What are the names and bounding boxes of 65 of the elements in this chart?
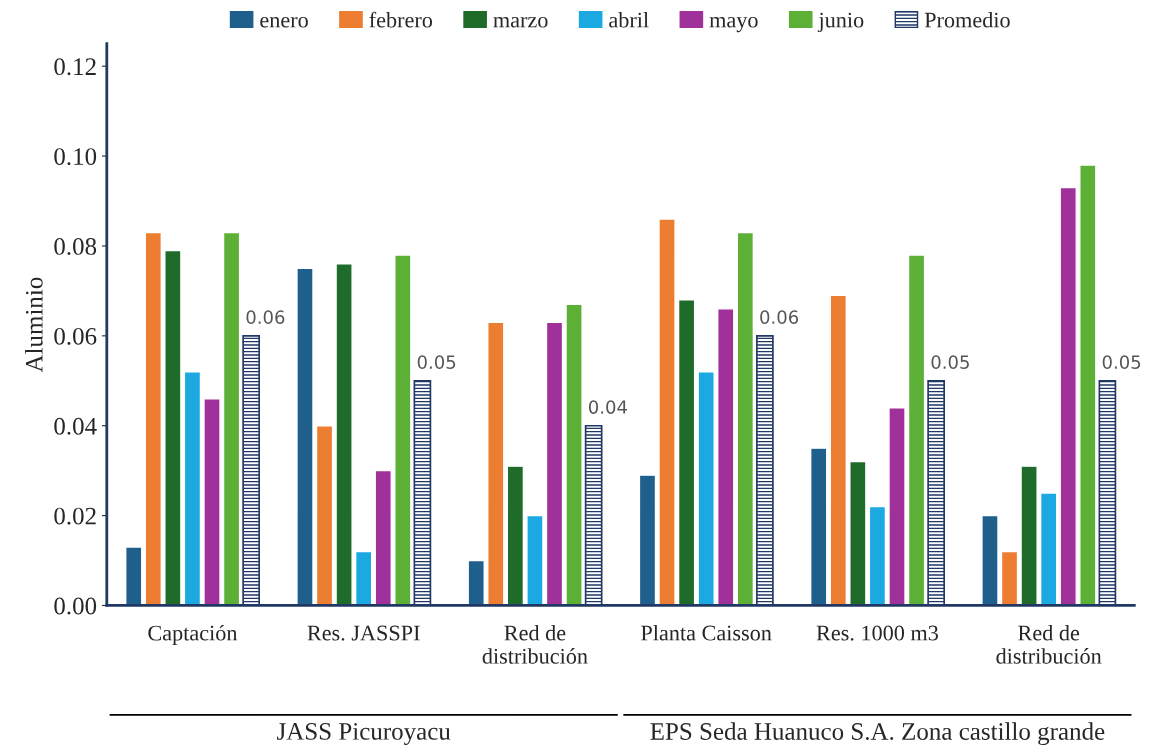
bar [1020,465,1038,606]
bar [981,514,999,606]
bar [809,447,828,606]
bar [125,546,143,606]
x-tick-label: Planta Caisson [641,624,772,641]
bar [907,254,926,606]
legend-label: febrero [369,11,433,28]
bar [658,218,676,606]
data-label: 0.06 [760,310,799,324]
y-tick-label: 0.10 [54,148,97,166]
bar [203,398,221,606]
bar [467,559,485,606]
bar [829,294,848,606]
bar [506,465,525,606]
bar [335,263,353,606]
y-tick-label: 0.04 [54,417,97,435]
data-label: 0.05 [417,355,456,369]
y-tick-label: 0.06 [54,327,97,345]
bar [183,371,202,606]
bar [315,425,334,606]
bar [1079,164,1097,606]
bar [394,254,412,606]
bar [354,550,373,606]
data-label: 0.04 [588,400,627,414]
bar [638,474,657,606]
data-label: 0.05 [931,355,969,369]
bar [487,321,505,606]
bar [222,231,241,606]
bar [736,231,755,606]
legend-label: enero [260,16,308,28]
bar [717,308,735,606]
bar [164,249,182,606]
text: JASS Picuroyacu [277,723,451,745]
bar [868,505,887,606]
y-tick-label: 0.02 [54,507,96,525]
bar [296,267,314,606]
x-tick-label: Captación [148,624,238,646]
bar [888,407,906,606]
bar [374,469,392,606]
bar [1000,550,1019,606]
x-tick-label: Red de distribución [996,624,1102,664]
bar [1039,492,1058,606]
legend-label: abril [609,11,649,28]
bar [565,303,583,606]
y-axis-title: Aluminio [25,277,43,373]
x-tick-label: Res. 1000 m3 [816,625,938,641]
bar [526,514,544,606]
x-tick-label: Res. JASSPI [307,625,420,641]
bar [697,371,715,606]
data-label: 0.05 [1102,355,1141,369]
x-tick-label: Red de distribución [482,624,588,664]
bar [545,321,564,606]
bar [677,299,696,606]
y-tick-label: 0.08 [54,238,97,255]
data-label: 0.06 [246,310,285,324]
legend-label: Promedio [924,11,1010,28]
legend-label: mayo [709,16,758,33]
legend-label: junio [817,12,864,33]
legend-label: marzo [493,16,548,28]
bar [1059,186,1077,606]
y-tick-label: 0.12 [54,58,96,76]
y-tick-label: 0.00 [54,597,97,615]
text: EPS Seda Huanuco S.A. Zona castillo grande [650,722,1105,746]
bar [849,460,867,606]
bar [144,231,163,606]
